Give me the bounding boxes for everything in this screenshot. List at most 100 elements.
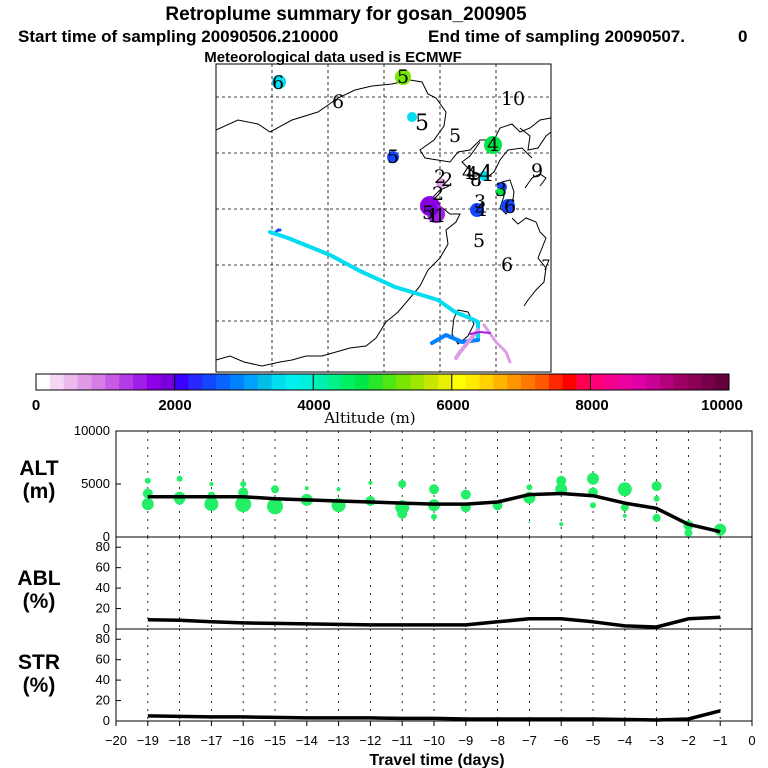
colorbar-swatch — [340, 374, 356, 390]
colorbar-swatch — [687, 374, 702, 390]
svg-text:9: 9 — [531, 160, 543, 182]
panel-abl: 0 20 40 60 80 — [96, 537, 721, 636]
plume-point — [144, 477, 151, 484]
figure-title: Retroplume summary for gosan_200905 — [165, 4, 527, 25]
colorbar-swatch — [313, 374, 328, 390]
x-tick-label: −9 — [458, 733, 473, 748]
colorbar-swatch — [396, 374, 411, 390]
svg-text:2: 2 — [441, 169, 453, 191]
colorbar-swatch — [701, 374, 716, 390]
y-tick-label: 20 — [96, 693, 110, 708]
y-tick-label: 10000 — [74, 423, 110, 438]
colorbar-swatch — [230, 374, 245, 390]
plume-point — [271, 485, 279, 494]
plume-point — [429, 484, 439, 495]
trajectory-map: 6 6 5 5 5 5 4 4 4 4 3 3 2 2 1 1 10 9 5 6… — [215, 63, 552, 373]
str-panel-label: STR — [18, 651, 60, 674]
x-tick-label: 0 — [748, 733, 755, 748]
colorbar-swatch — [354, 374, 370, 390]
trajectory-day-labels: 6 6 5 5 5 5 4 4 4 4 3 3 2 2 1 1 10 9 5 6… — [272, 66, 551, 276]
colorbar-swatch — [119, 374, 134, 390]
colorbar-swatch — [673, 374, 688, 390]
x-tick-label: −3 — [649, 733, 664, 748]
colorbar-label: Altitude (m) — [323, 409, 415, 427]
plume-point — [622, 513, 627, 518]
colorbar-swatch — [91, 374, 106, 390]
x-tick-label: −19 — [137, 733, 159, 748]
svg-text:5: 5 — [397, 66, 409, 88]
plume-point — [235, 496, 252, 513]
colorbar-swatch — [105, 374, 120, 390]
plume-point — [240, 481, 247, 487]
plume-point — [336, 487, 341, 492]
svg-text:5: 5 — [387, 146, 399, 168]
colorbar-swatch — [188, 374, 203, 390]
colorbar-swatch — [715, 374, 730, 390]
colorbar-swatch — [631, 374, 647, 390]
svg-text:5: 5 — [473, 230, 485, 252]
y-tick-label: 40 — [96, 580, 110, 595]
colorbar-swatch — [562, 374, 577, 390]
altitude-colorbar — [35, 373, 730, 391]
map-gridlines — [216, 64, 551, 372]
x-tick-label: −17 — [200, 733, 222, 748]
svg-text:5: 5 — [415, 111, 429, 136]
plume-point — [141, 498, 154, 511]
svg-text:4: 4 — [487, 134, 499, 156]
x-tick-label: −4 — [617, 733, 632, 748]
trajectory-teal — [268, 230, 440, 302]
colorbar-swatch — [133, 374, 148, 390]
colorbar-swatch — [285, 374, 300, 390]
x-tick-label: −15 — [264, 733, 286, 748]
plume-point — [528, 521, 531, 524]
trajectory-markers — [272, 69, 515, 223]
y-tick-label: 0 — [103, 529, 110, 544]
y-tick-label: 60 — [96, 652, 110, 667]
colorbar-swatch — [604, 374, 619, 390]
colorbar-swatch — [36, 374, 51, 390]
colorbar-swatch — [368, 374, 383, 390]
abl-panel-label: ABL — [17, 567, 60, 590]
colorbar-swatch — [479, 374, 494, 390]
plume-point — [209, 482, 214, 486]
y-tick-label: 5000 — [81, 476, 110, 491]
plume-point — [176, 475, 183, 482]
x-tick-label: −18 — [169, 733, 191, 748]
colorbar-swatch — [590, 374, 605, 390]
plume-point — [684, 528, 693, 537]
x-tick-label: −13 — [328, 733, 350, 748]
colorbar-tick: 2000 — [158, 397, 191, 414]
colorbar-swatch — [49, 374, 65, 390]
panel-str: 0 20 40 60 80 — [96, 629, 721, 728]
plume-point — [620, 503, 629, 512]
x-tick-label: −12 — [359, 733, 381, 748]
colorbar-tick-labels: 0 2000 4000 6000 8000 10000 — [32, 397, 743, 414]
plume-point — [397, 508, 408, 519]
colorbar-swatch — [659, 374, 674, 390]
plume-point — [431, 513, 437, 520]
y-tick-label: 80 — [96, 539, 110, 554]
series-line — [147, 709, 721, 722]
colorbar-swatch — [146, 374, 162, 390]
svg-text:4: 4 — [479, 162, 493, 187]
end-time-label: End time of sampling 20090507. — [428, 27, 685, 46]
colorbar-swatch — [534, 374, 550, 390]
plume-point — [204, 497, 219, 512]
x-tick-label: −14 — [296, 733, 318, 748]
colorbar-swatch — [465, 374, 480, 390]
colorbar-tick: 10000 — [701, 397, 743, 414]
colorbar-swatch — [424, 374, 439, 390]
colorbar-swatch — [271, 374, 286, 390]
colorbar-swatch — [77, 374, 92, 390]
plume-point — [460, 489, 471, 500]
colorbar-swatch — [493, 374, 508, 390]
x-tick-label: −10 — [423, 733, 445, 748]
colorbar-swatch — [202, 374, 217, 390]
colorbar-tick: 8000 — [575, 397, 608, 414]
met-data-label: Meteorological data used is ECMWF — [204, 49, 462, 66]
colorbar-swatch — [327, 374, 342, 390]
colorbar-swatch — [437, 374, 453, 390]
x-tick-label: −11 — [392, 733, 413, 748]
svg-text:10: 10 — [501, 88, 525, 110]
